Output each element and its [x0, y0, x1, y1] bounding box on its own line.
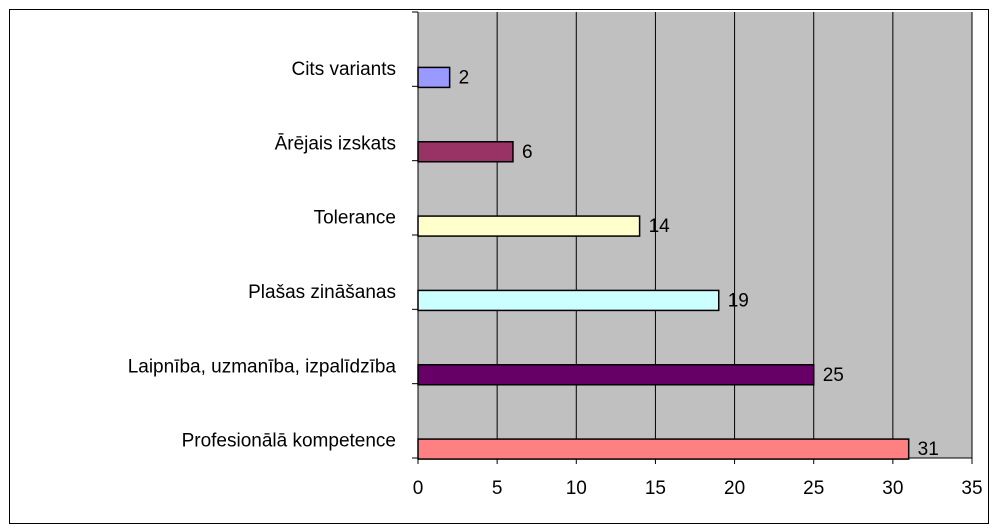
bar: [417, 289, 720, 312]
x-tick-label: 25: [803, 478, 824, 499]
bar: [417, 438, 910, 460]
x-tick-label: 20: [724, 478, 745, 499]
data-label: 31: [918, 439, 939, 460]
y-tick-label: Plašas zināšanas: [248, 282, 396, 303]
data-label: 14: [649, 216, 671, 237]
y-tick-label: Cits variants: [291, 59, 396, 80]
y-tick-label: Laipnība, uzmanība, izpalīdzība: [128, 356, 397, 377]
y-tick-label: Tolerance: [314, 208, 396, 229]
x-tick-label: 35: [961, 478, 982, 499]
y-tick-label: Profesionālā kompetence: [182, 431, 396, 452]
bar: [417, 66, 451, 89]
x-tick-label: 30: [882, 478, 903, 499]
x-tick-label: 10: [566, 478, 587, 499]
bar: [417, 140, 514, 163]
data-label: 2: [459, 67, 470, 88]
y-tick-label: Ārējais izskats: [275, 133, 396, 154]
data-label: 25: [823, 365, 844, 386]
x-tick-label: 0: [413, 478, 424, 499]
bar: [417, 363, 815, 386]
bar: [417, 215, 641, 237]
x-tick-label: 5: [492, 478, 503, 499]
data-label: 19: [728, 290, 749, 311]
x-tick-label: 15: [645, 478, 666, 499]
data-label: 6: [522, 142, 533, 163]
